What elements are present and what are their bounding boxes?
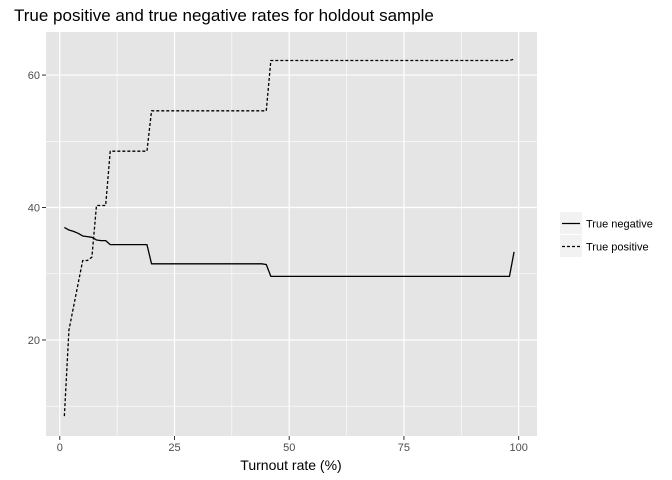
minor-gridlines [46, 32, 537, 436]
chart-title: True positive and true negative rates fo… [14, 6, 434, 25]
legend: True negative True positive [560, 212, 653, 257]
x-tick-label: 50 [283, 442, 295, 454]
x-tick-label: 0 [57, 442, 63, 454]
y-tick-label: 40 [28, 203, 40, 215]
x-tick-label: 75 [398, 442, 410, 454]
legend-label: True negative [586, 219, 653, 231]
legend-key [560, 235, 582, 257]
series-line-true-negative [64, 226, 515, 278]
y-axis-ticks: 20 40 60 [28, 70, 46, 347]
series-line-true-positive [63, 58, 515, 417]
major-gridlines [46, 32, 537, 436]
x-axis-title: Turnout rate (%) [240, 457, 341, 473]
x-axis-ticks: 0 25 50 75 100 [57, 436, 528, 454]
y-tick-label: 60 [28, 70, 40, 82]
x-tick-label: 25 [168, 442, 180, 454]
x-tick-label: 100 [509, 442, 527, 454]
y-tick-label: 20 [28, 335, 40, 347]
series-lines [63, 58, 515, 417]
plot-panel [46, 32, 537, 436]
legend-label: True positive [586, 242, 649, 254]
